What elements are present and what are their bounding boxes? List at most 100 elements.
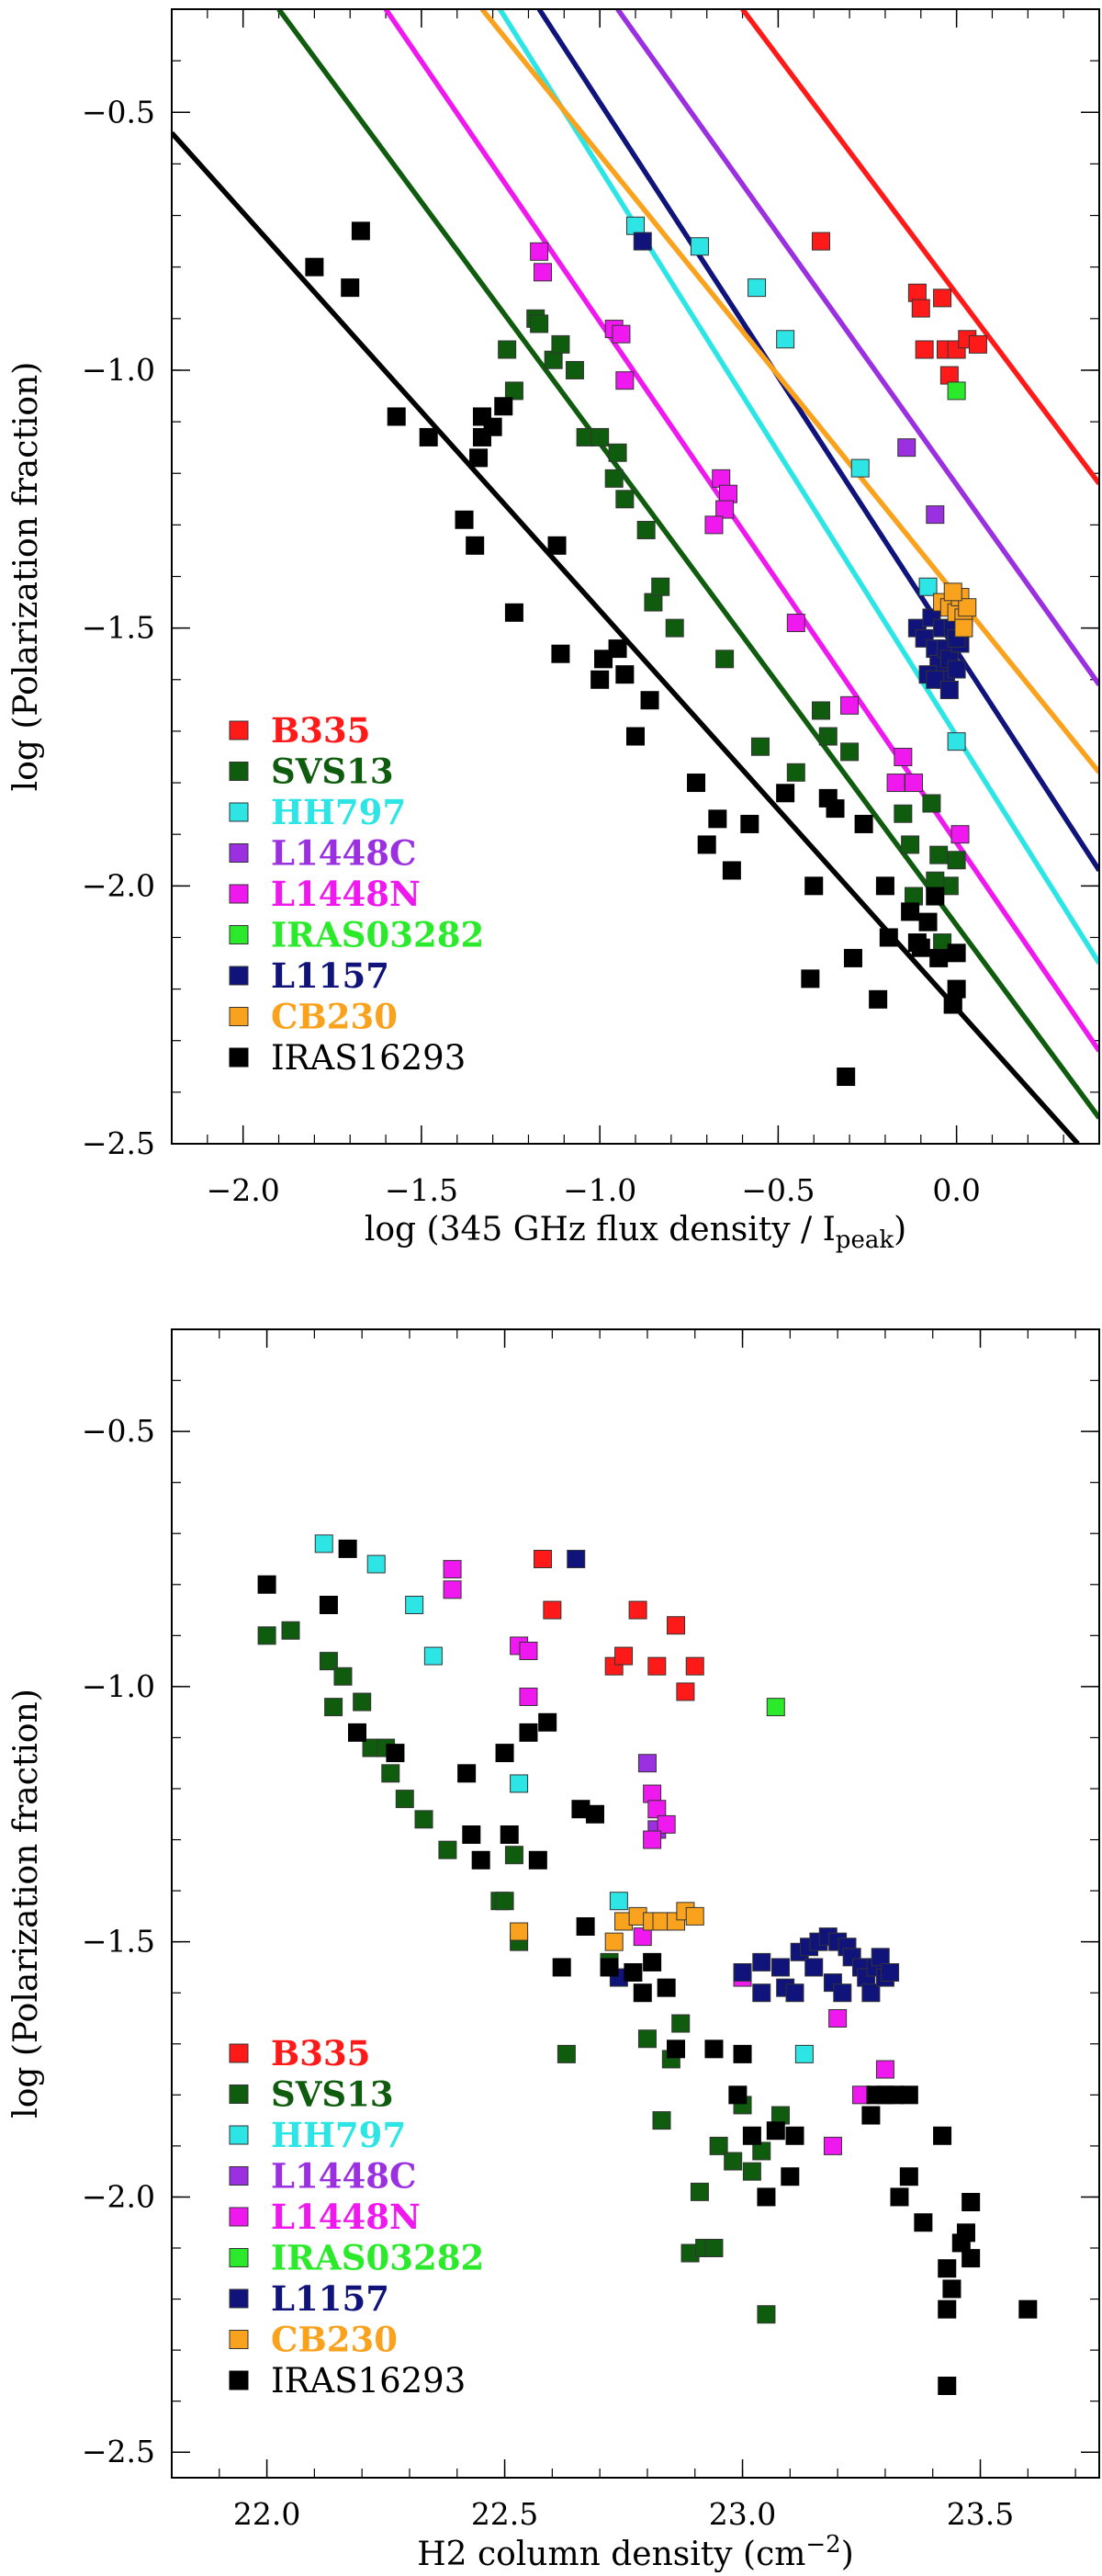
data-point <box>812 701 830 720</box>
data-point <box>766 2121 785 2141</box>
data-point <box>604 469 624 488</box>
data-point <box>615 665 635 684</box>
legend-label: L1157 <box>271 2278 389 2319</box>
data-point <box>647 1656 667 1676</box>
fit-line-l1448c <box>615 9 1099 686</box>
data-point <box>929 845 949 864</box>
data-point <box>466 536 485 555</box>
data-point <box>257 1575 276 1594</box>
fit-line-b335 <box>740 9 1099 486</box>
data-point <box>419 427 438 446</box>
data-point <box>690 2182 709 2201</box>
legend-label: L1448N <box>271 874 421 914</box>
data-point <box>850 458 870 478</box>
legend-swatch <box>229 2166 249 2186</box>
y-tick-label: −0.5 <box>82 1413 155 1449</box>
data-point <box>547 536 567 555</box>
data-point <box>881 1963 900 1982</box>
data-point <box>647 1800 667 1819</box>
data-point <box>604 1932 624 1951</box>
data-point <box>338 1539 357 1558</box>
data-point <box>333 1666 353 1686</box>
series-svs13 <box>257 1621 790 2324</box>
data-point <box>812 232 830 251</box>
data-point <box>633 232 652 251</box>
data-point <box>495 1744 514 1763</box>
fit-line-cb230 <box>479 9 1099 774</box>
data-point <box>651 577 670 596</box>
data-point <box>897 438 916 458</box>
data-point <box>786 614 805 633</box>
data-point <box>785 2126 804 2145</box>
x-tick-label: −2.0 <box>207 1172 280 1208</box>
data-point <box>968 334 987 354</box>
data-point <box>530 314 549 333</box>
series-iras03282 <box>947 381 966 401</box>
data-point <box>905 887 923 906</box>
legend-swatch <box>229 2288 249 2309</box>
x-tick-label: −0.5 <box>741 1172 815 1208</box>
data-point <box>551 644 570 663</box>
data-point <box>926 871 945 890</box>
data-point <box>950 825 970 844</box>
legend-label: L1157 <box>271 955 389 996</box>
legend-swatch <box>229 2207 249 2227</box>
data-point <box>954 618 973 638</box>
legend-label: IRAS16293 <box>271 2361 466 2401</box>
data-point <box>742 2162 761 2181</box>
data-point <box>742 2126 761 2145</box>
plot-area <box>172 9 1099 1144</box>
data-point <box>614 1646 634 1666</box>
data-point <box>785 1983 804 2003</box>
data-point <box>633 1927 652 1947</box>
data-point <box>657 1814 676 1834</box>
y-tick-label: −2.0 <box>82 867 155 903</box>
data-point <box>643 1784 662 1803</box>
data-point <box>956 2223 975 2243</box>
data-point <box>628 1600 647 1620</box>
data-point <box>504 381 523 401</box>
data-point <box>715 500 735 519</box>
data-point <box>319 1652 338 1671</box>
x-axis-label: H2 column density (cm−2) <box>417 2531 854 2573</box>
legend-swatch <box>229 2085 249 2104</box>
data-point <box>871 1948 890 1967</box>
legend-label: L1448C <box>271 833 416 874</box>
data-point <box>443 1560 462 1579</box>
data-point <box>907 933 927 953</box>
data-point <box>840 695 860 715</box>
data-point <box>933 2126 952 2145</box>
data-point <box>961 2193 981 2211</box>
data-point <box>636 520 656 539</box>
data-point <box>804 1958 824 1977</box>
data-point <box>626 727 645 746</box>
data-point <box>519 1723 538 1742</box>
data-point <box>386 1744 405 1763</box>
plot-frame <box>171 1328 1100 2479</box>
y-axis-label: log (Polarization fraction) <box>7 362 45 792</box>
data-point <box>366 1554 386 1574</box>
legend-swatch <box>229 2125 249 2145</box>
legend-swatch <box>229 966 249 986</box>
series-cb230 <box>510 1902 704 1951</box>
data-point <box>828 2009 848 2028</box>
data-point <box>671 2014 691 2033</box>
data-point <box>615 371 635 390</box>
legend-swatch <box>229 1047 249 1068</box>
fit-line-hh797 <box>498 9 1099 965</box>
data-point <box>722 861 741 880</box>
data-point <box>914 2213 933 2232</box>
data-point <box>585 1804 604 1824</box>
data-point <box>875 876 894 896</box>
data-point <box>766 1698 785 1717</box>
data-point <box>319 1596 338 1614</box>
data-point <box>929 948 949 967</box>
data-point <box>510 1922 529 1941</box>
data-point <box>690 237 709 256</box>
y-tick-label: −1.0 <box>82 1668 155 1704</box>
y-tick-label: −2.5 <box>82 1125 155 1161</box>
data-point <box>899 2167 918 2186</box>
data-point <box>886 774 905 793</box>
data-point <box>534 263 552 282</box>
data-point <box>395 1790 414 1809</box>
